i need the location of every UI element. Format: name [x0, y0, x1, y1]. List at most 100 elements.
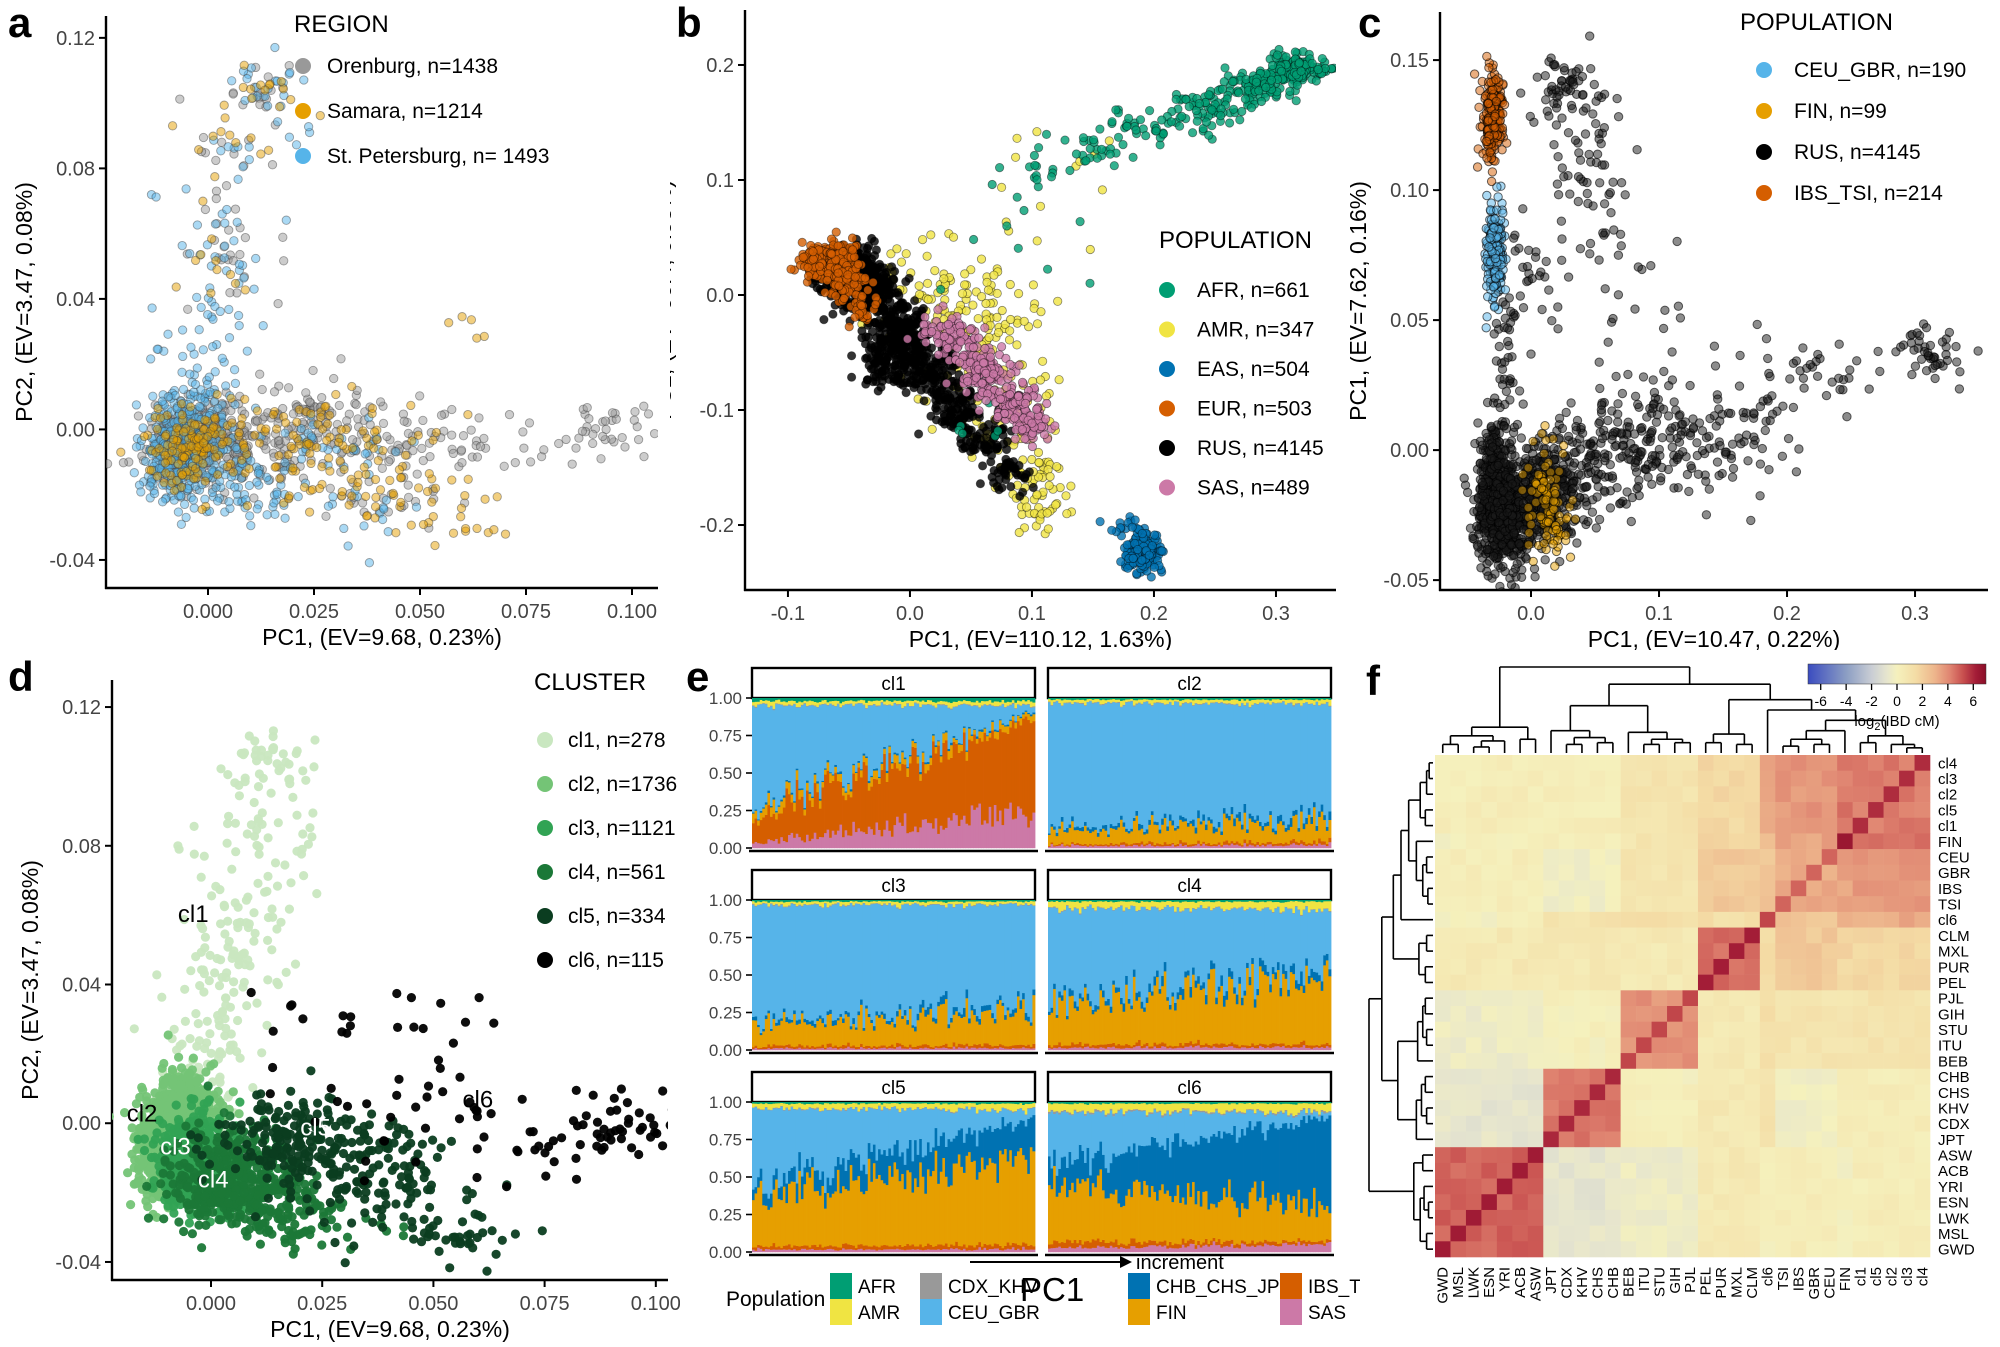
facet-strip-label: cl6: [1177, 1078, 1201, 1099]
legend-label: AMR: [858, 1303, 900, 1324]
legend: POPULATION AFR, n=661 AMR, n=347 EAS, n=504…: [1159, 227, 1324, 500]
panel-b: b -0.1 0.0 0.1 0.2 0.3 -0.2 -0.1 0.0 0.1 0.2 PC1, …: [670, 0, 1350, 650]
facet-strip: [1046, 1070, 1333, 1104]
pca-cluster-plot: 0.000 0.025 0.050 0.075 0.100-0.040.000.040.…: [17, 669, 680, 1342]
heatmap-col-labels: GWDMSLLWKESNYRIACBASWJPTCDXKHVCHSCHBBEBI…: [1435, 1266, 1932, 1304]
legend-title: POPULATION: [1740, 9, 1893, 36]
legend-label: EAS, n=504: [1197, 358, 1310, 381]
population-legend: Population AFR AMR CDX_KHV CEU_GBR CHB_CHS_JP…: [726, 1273, 1360, 1325]
series-SAS: [902, 301, 1060, 452]
legend-label: FIN: [1156, 1303, 1187, 1324]
series-FIN: [1517, 421, 1581, 571]
legend-dot: [1159, 282, 1175, 298]
legend-dot: [1159, 321, 1175, 338]
x-axis-title: PC1, (EV=9.68, 0.23%): [262, 624, 502, 650]
svg-text:0.025: 0.025: [289, 601, 339, 623]
svg-text:0.1: 0.1: [706, 170, 734, 192]
facet-cl2: cl2: [1045, 666, 1334, 853]
points-layer: [786, 44, 1336, 582]
panel-letter-d: d: [8, 653, 34, 700]
legend-swatch: [1128, 1299, 1150, 1325]
legend-label: SAS, n=489: [1197, 477, 1310, 500]
colorbar-label: log2(IBD cM): [1854, 713, 1939, 733]
legend-swatch: [920, 1273, 942, 1299]
points-layer: [1459, 31, 1983, 590]
legend-dot: [1756, 185, 1772, 201]
svg-text:0.1: 0.1: [1645, 603, 1673, 625]
series-AFR: [936, 44, 1336, 441]
svg-text:-0.05: -0.05: [1383, 570, 1429, 592]
svg-text:0.3: 0.3: [1901, 603, 1929, 625]
series-CEU_GBR: [1480, 181, 1511, 333]
facet-strip-label: cl5: [881, 1078, 905, 1099]
legend-label: EUR, n=503: [1197, 398, 1312, 421]
legend-label: cl2, n=1736: [568, 773, 677, 796]
facet-cl4: cl4: [1045, 868, 1334, 1055]
svg-text:0.04: 0.04: [56, 289, 95, 311]
legend-label: CEU_GBR: [948, 1303, 1040, 1324]
legend-swatch: [830, 1273, 852, 1299]
cluster-annotation: cl1: [178, 901, 209, 928]
legend-dot: [1159, 440, 1175, 456]
legend-label: AFR, n=661: [1197, 279, 1310, 302]
y-axis-title: PC2, (EV=3.47, 0.08%): [11, 182, 37, 422]
legend-dot: [537, 732, 553, 748]
panel-c: c 0.0 0.1 0.2 0.3 -0.05 0.00 0.05 0.10 0.15 PC1, …: [1350, 0, 2000, 650]
series-cl6: [246, 987, 668, 1192]
svg-text:-0.1: -0.1: [771, 603, 805, 625]
pca-region-plot: 0.000 0.025 0.050 0.075 0.100 -0.04 0.00 0.04 0.…: [11, 11, 658, 650]
points-layer: [112, 726, 668, 1276]
facet-strip: [1046, 666, 1333, 700]
legend-dot: [1756, 103, 1772, 119]
legend-label: cl3, n=1121: [568, 817, 676, 840]
cluster-annotation: cl3: [160, 1133, 191, 1160]
series-IBS_TSI: [1469, 51, 1512, 187]
legend-label: St. Petersburg, n= 1493: [327, 145, 549, 168]
legend-label: FIN, n=99: [1794, 100, 1887, 123]
svg-text:0.2: 0.2: [1773, 603, 1801, 625]
legend-dot: [295, 148, 311, 164]
ibd-heatmap: cl4cl3cl2cl5cl1FINCEUGBRIBSTSIcl6CLMMXLP…: [1368, 663, 1987, 1304]
panel-letter-a: a: [8, 0, 32, 46]
legend-label: AMR, n=347: [1197, 319, 1314, 342]
svg-text:-0.2: -0.2: [700, 515, 734, 537]
svg-text:0.0: 0.0: [706, 285, 734, 307]
facet-cl6: cl6: [1045, 1070, 1334, 1257]
legend-dot: [537, 908, 553, 924]
y-axis-title: PC1, (EV=7.62, 0.16%): [1350, 181, 1371, 421]
svg-text:0.3: 0.3: [1262, 603, 1290, 625]
legend-label: cl1, n=278: [568, 729, 666, 752]
left-dendrogram: [1368, 762, 1433, 1250]
legend-label: CDX_KHV: [948, 1277, 1038, 1298]
svg-text:0.100: 0.100: [607, 601, 657, 623]
legend-swatch: [1128, 1273, 1150, 1299]
pca-european-plot: 0.0 0.1 0.2 0.3 -0.05 0.00 0.05 0.10 0.15 PC1, (E…: [1350, 9, 1988, 650]
svg-text:0.00: 0.00: [1390, 440, 1429, 462]
svg-text:0.12: 0.12: [56, 28, 95, 50]
legend: REGION Orenburg, n=1438 Samara, n=1214 St. …: [294, 11, 549, 168]
legend-dot: [295, 103, 311, 119]
svg-text:0.15: 0.15: [1390, 50, 1429, 72]
points-layer: [106, 42, 658, 568]
legend: POPULATION CEU_GBR, n=190 FIN, n=99 RUS, n=…: [1740, 9, 1966, 205]
legend-title: REGION: [294, 11, 389, 38]
svg-text:0.00: 0.00: [56, 419, 95, 441]
panel-a: a 0.000 0.025 0.050 0.075 0.100 -0.04 0.00 0.04…: [0, 0, 670, 650]
legend-label: AFR: [858, 1277, 896, 1298]
legend: CLUSTER cl1, n=278 cl2, n=1736 cl3, n=1121 c…: [534, 669, 677, 972]
legend-label: IBS_TSI, n=214: [1794, 182, 1943, 205]
facet-strip-label: cl1: [881, 674, 905, 695]
legend-label: cl5, n=334: [568, 905, 666, 928]
series-RUS: [1459, 31, 1983, 590]
panel-letter-c: c: [1358, 0, 1382, 46]
legend-dot: [1159, 400, 1175, 417]
svg-text:-0.1: -0.1: [700, 400, 734, 422]
legend-dot: [537, 776, 553, 792]
legend-dot: [1756, 62, 1772, 78]
panel-letter-b: b: [676, 0, 702, 46]
